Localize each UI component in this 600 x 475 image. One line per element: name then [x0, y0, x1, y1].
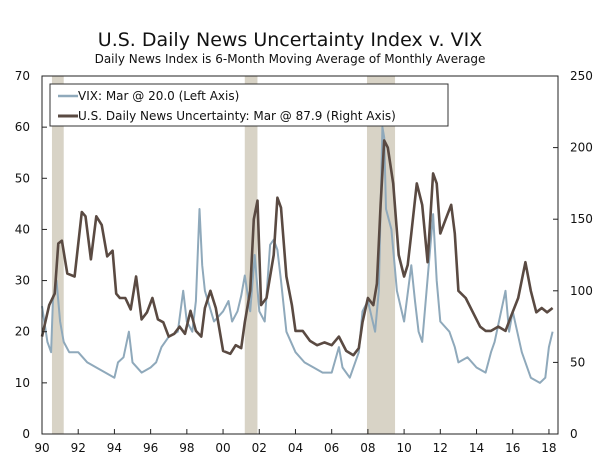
- recession-band-2: [366, 76, 396, 434]
- right-tick-label: 150: [570, 212, 593, 226]
- series-line-news: [40, 139, 554, 357]
- x-tick-label: 10: [396, 441, 411, 455]
- legend-label-news: U.S. Daily News Uncertainty: Mar @ 87.9 …: [78, 109, 396, 123]
- left-tick-label: 0: [22, 427, 30, 441]
- legend: VIX: Mar @ 20.0 (Left Axis) U.S. Daily N…: [49, 83, 449, 127]
- series-line-vix: [41, 126, 554, 384]
- left-tick-label: 70: [15, 69, 30, 83]
- x-tick-label: 96: [143, 441, 158, 455]
- x-tick-label: 00: [215, 441, 230, 455]
- right-tick-label: 100: [570, 284, 593, 298]
- x-tick-label: 94: [107, 441, 122, 455]
- x-tick-label: 18: [541, 441, 556, 455]
- recession-bands: [51, 76, 396, 434]
- legend-box: [49, 83, 449, 127]
- plot-frame: [41, 75, 559, 435]
- chart-subtitle: Daily News Index is 6-Month Moving Avera…: [95, 52, 486, 66]
- left-tick-label: 50: [15, 171, 30, 185]
- x-tick-label: 98: [179, 441, 194, 455]
- chart-title: U.S. Daily News Uncertainty Index v. VIX: [98, 29, 482, 51]
- left-tick-label: 10: [15, 376, 30, 390]
- right-tick-label: 250: [570, 69, 593, 83]
- x-tick-label: 90: [34, 441, 49, 455]
- right-tick-label: 0: [570, 427, 578, 441]
- left-tick-label: 30: [15, 274, 30, 288]
- axes: 90 92 94 96 98 00 02 04 06 08 10 12 14 16 18 0 10 20 30 40 5…: [15, 69, 593, 455]
- x-tick-label: 14: [469, 441, 484, 455]
- x-tick-label: 12: [433, 441, 448, 455]
- right-tick-label: 50: [570, 355, 585, 369]
- right-tick-label: 200: [570, 141, 593, 155]
- x-tick-label: 16: [505, 441, 520, 455]
- left-tick-label: 40: [15, 222, 30, 236]
- x-tick-label: 02: [252, 441, 267, 455]
- left-tick-label: 60: [15, 120, 30, 134]
- x-tick-label: 08: [360, 441, 375, 455]
- left-tick-label: 20: [15, 325, 30, 339]
- x-tick-label: 06: [324, 441, 339, 455]
- series-lines: [40, 126, 554, 384]
- legend-label-vix: VIX: Mar @ 20.0 (Left Axis): [78, 89, 239, 103]
- x-tick-label: 92: [71, 441, 86, 455]
- x-tick-label: 04: [288, 441, 303, 455]
